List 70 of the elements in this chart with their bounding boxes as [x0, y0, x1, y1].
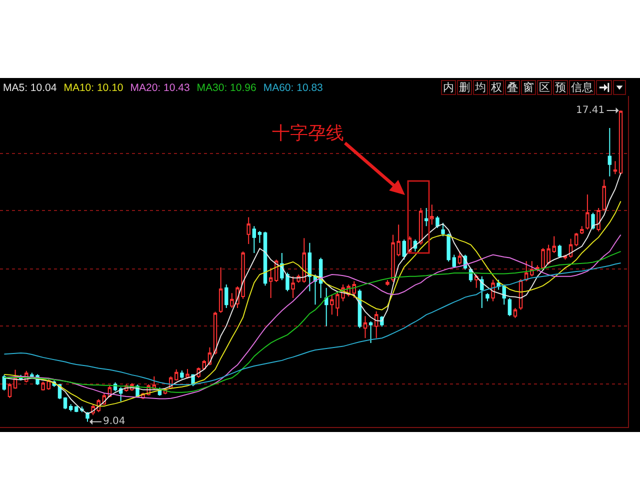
- text: 信息: [569, 80, 595, 95]
- candlestick: [574, 232, 578, 247]
- candlestick: [430, 204, 434, 226]
- candlestick: [41, 381, 45, 392]
- candlestick: [252, 226, 256, 254]
- candlestick: [218, 266, 223, 314]
- candlestick: [618, 110, 623, 175]
- candlestick: [436, 216, 440, 229]
- candlestick: [441, 222, 445, 237]
- candlestick: [68, 404, 73, 412]
- annotation: 9.04: [103, 416, 126, 427]
- annotation: 17.41: [576, 105, 605, 116]
- candlestick: [258, 230, 262, 244]
- text: MA20: 10.43: [130, 82, 190, 94]
- candlestick: [596, 207, 600, 232]
- candlestick: [613, 160, 618, 175]
- candlestick: [602, 179, 606, 212]
- candlestick: [424, 207, 428, 227]
- text: MA60: 10.83: [263, 82, 323, 94]
- candlestick: [524, 260, 528, 282]
- candlestick: [324, 287, 328, 327]
- annotation: 十字孕线: [272, 123, 344, 144]
- candlestick: [368, 320, 373, 344]
- text: 删: [457, 80, 472, 95]
- candlestick: [174, 368, 178, 382]
- text: 预: [553, 80, 568, 95]
- candlestick: [418, 207, 423, 246]
- text: 权: [489, 80, 504, 95]
- candlestick: [318, 257, 323, 298]
- text: MA30: 10.96: [196, 82, 256, 94]
- candlestick: [480, 276, 484, 308]
- candlestick: [608, 127, 612, 177]
- candlestick: [486, 292, 490, 302]
- candlestick: [374, 310, 378, 339]
- text: MA5: 10.04: [3, 82, 57, 94]
- candlestick: [513, 307, 518, 319]
- candlestick: [268, 267, 273, 298]
- candlestick: [446, 233, 450, 262]
- candlestick: [302, 238, 306, 284]
- text: 内: [441, 80, 456, 95]
- candlestick: [496, 279, 500, 290]
- candlestick: [458, 250, 462, 265]
- candlestick: [63, 396, 68, 410]
- candlestick: [530, 260, 534, 277]
- candlestick: [568, 238, 573, 258]
- text: 窗: [521, 80, 536, 95]
- candlestick: [580, 226, 584, 234]
- candlestick: [363, 316, 368, 339]
- text: 叠: [505, 80, 520, 95]
- candlestick: [552, 236, 556, 254]
- candlestick: [291, 276, 295, 298]
- text: 区: [537, 80, 552, 95]
- candlestick: [386, 280, 390, 286]
- candlestick: [591, 212, 595, 230]
- candlestick: [558, 244, 562, 258]
- candlestick: [508, 297, 512, 317]
- candlestick: [308, 242, 312, 292]
- candlestick: [402, 239, 406, 260]
- candlestick: [586, 194, 590, 230]
- text: MA10: 10.10: [64, 82, 124, 94]
- candlestick: [474, 274, 478, 288]
- text: 均: [473, 80, 488, 95]
- candlestick: [246, 216, 250, 245]
- candlestick: [224, 284, 228, 308]
- candlestick: [180, 370, 184, 380]
- candlestick: [186, 368, 190, 380]
- candlestick: [74, 406, 78, 413]
- candlestick: [8, 382, 12, 398]
- candlestick: [213, 311, 218, 355]
- candlestick: [452, 254, 456, 268]
